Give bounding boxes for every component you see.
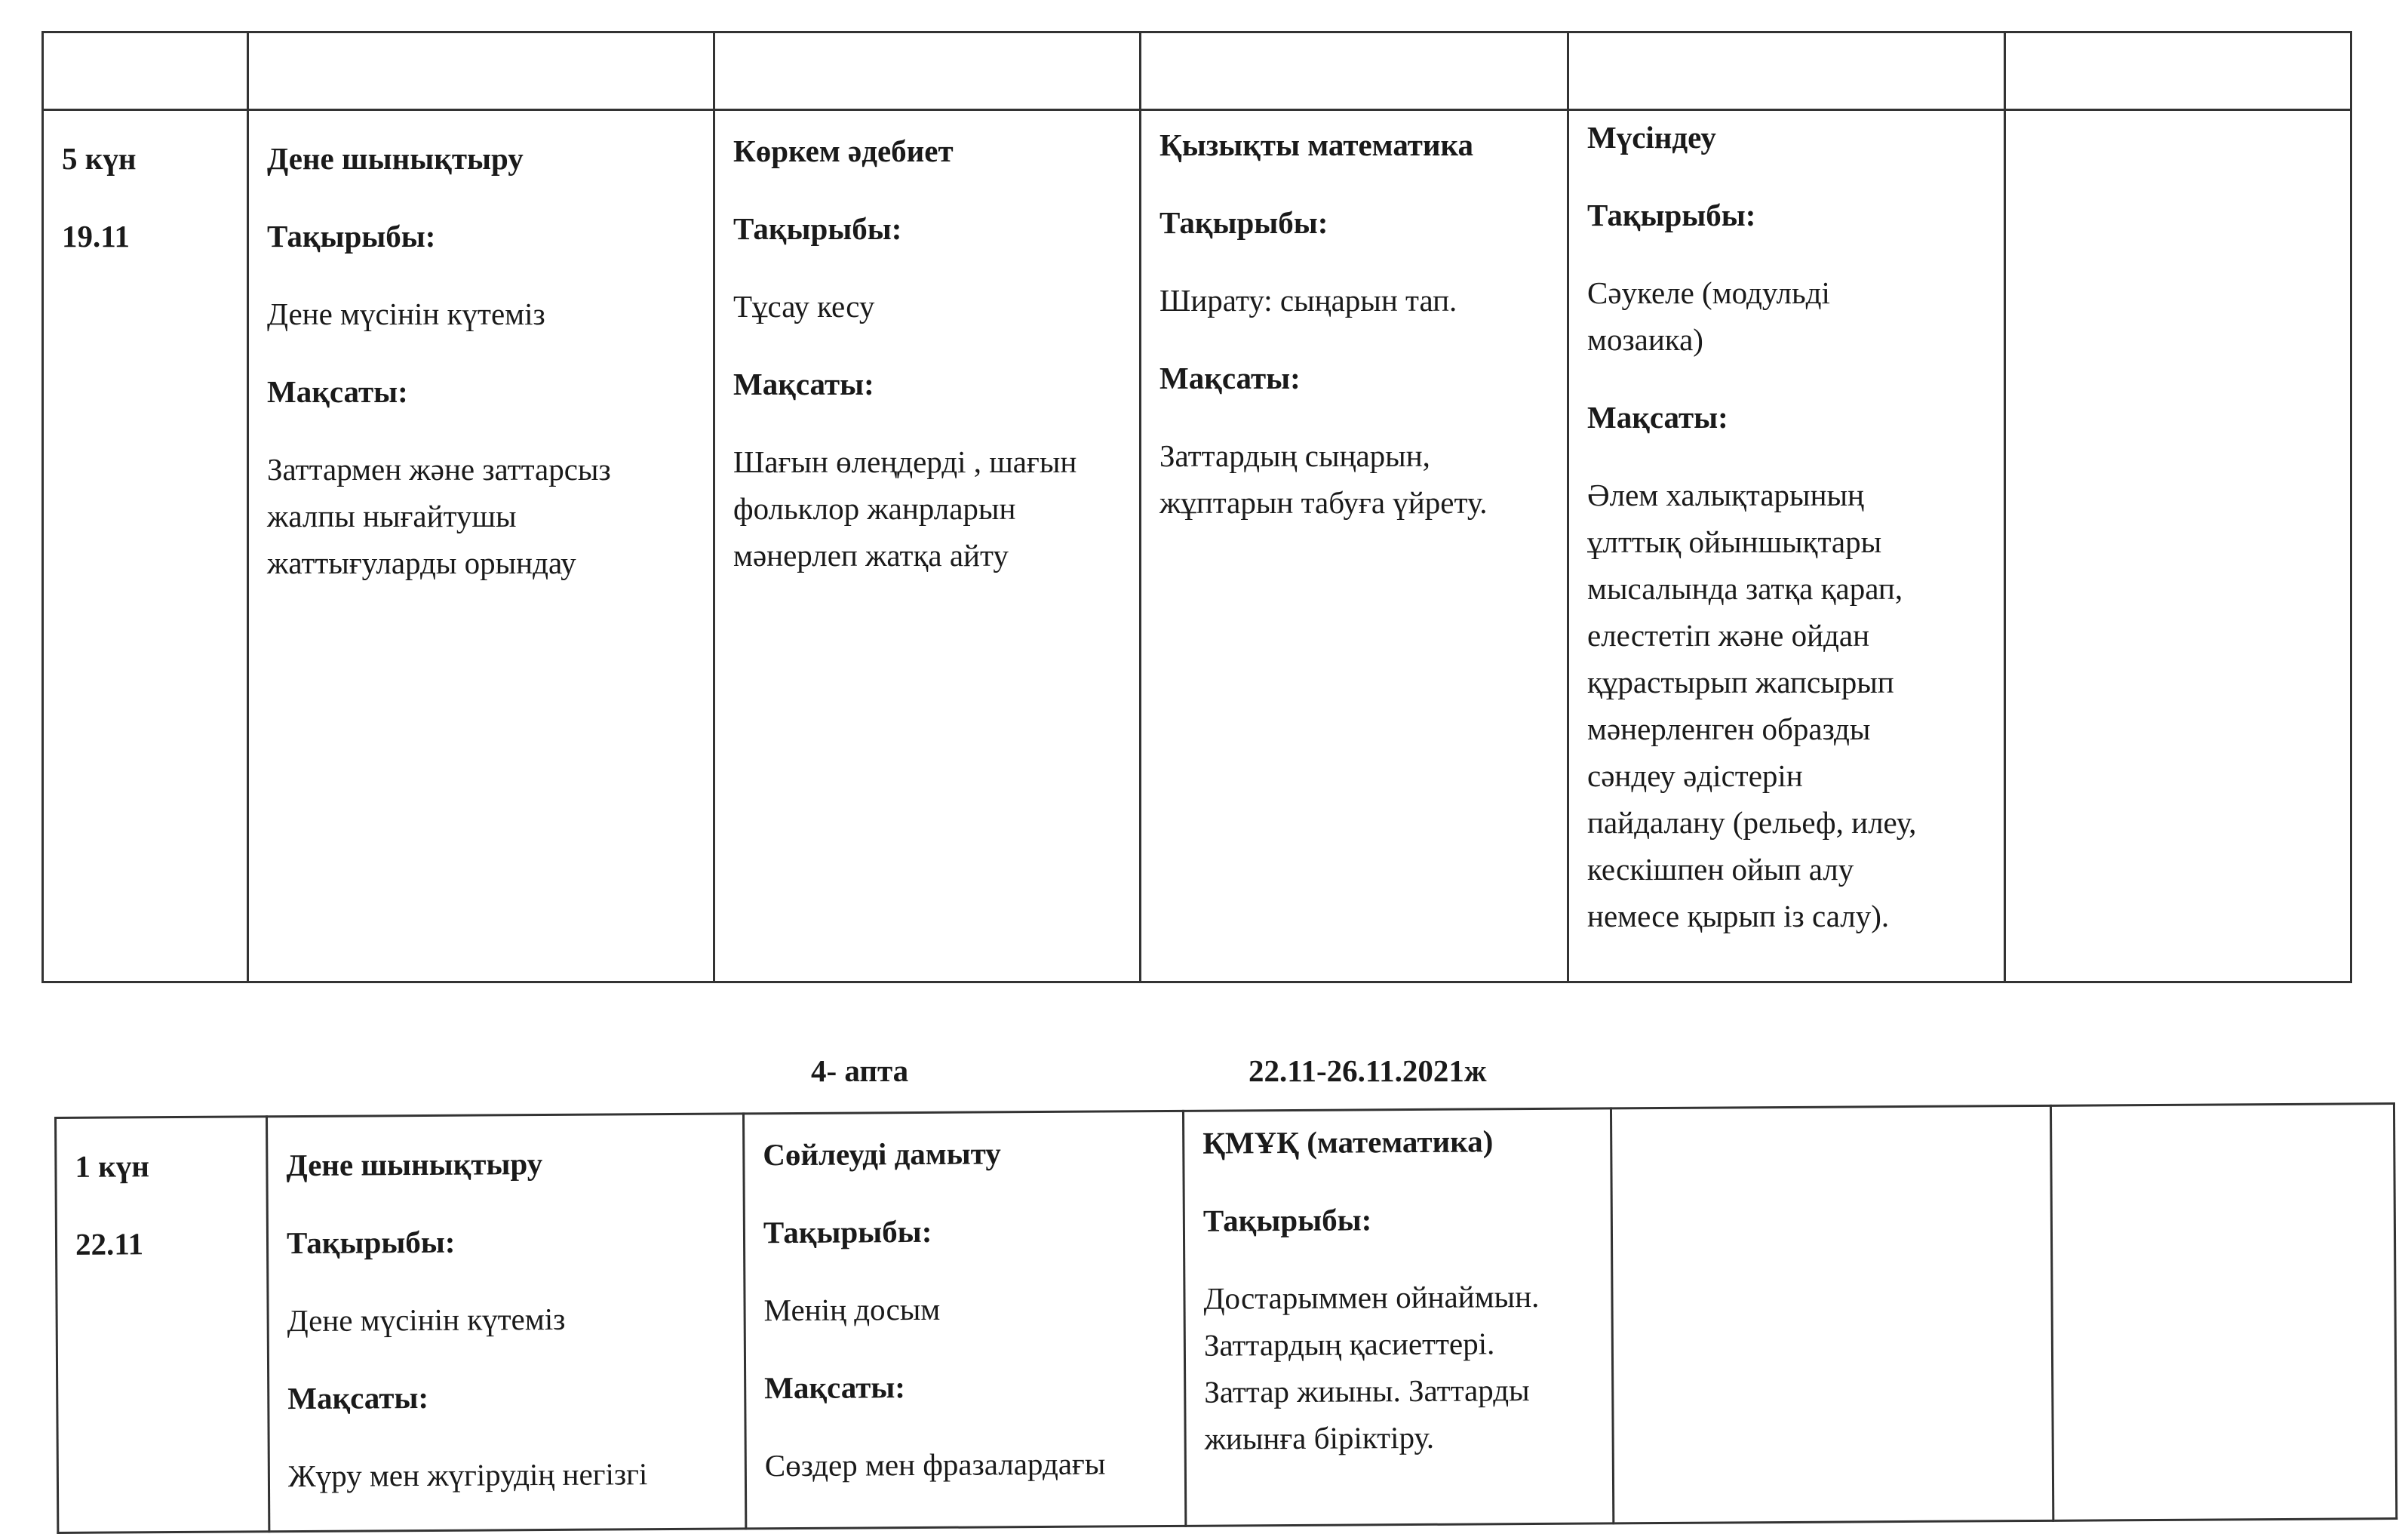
date-label: 19.11: [62, 219, 130, 254]
lesson-cell: Дене шынықтыру Тақырыбы: Дене мүсінін күте…: [247, 109, 715, 983]
lesson-cell: Мүсіндеу Тақырыбы: Сәукеле (модульді мозаик…: [1567, 109, 2006, 983]
topic-label: Тақырыбы:: [1587, 198, 1756, 232]
text-line: Заттар жиыны. Заттарды: [1204, 1373, 1530, 1409]
topic-label: Тақырыбы:: [267, 219, 436, 254]
topic-label: Тақырыбы:: [286, 1224, 456, 1261]
text-line: мозаика): [1587, 322, 1703, 357]
text-line: Дене мүсінін күтеміз: [267, 297, 545, 331]
topic-text: Тұсау кесу: [733, 283, 1139, 330]
subject-title: Көркем әдебиет: [733, 134, 954, 168]
lesson-cell: ҚМҰҚ (математика) Тақырыбы: Достарыммен ой…: [1183, 1108, 1614, 1526]
text-line: Достарыммен ойнаймын.: [1203, 1278, 1540, 1316]
text-line: Шағын өлеңдерді , шағын: [733, 444, 1077, 479]
text-line: Заттармен және заттарсыз: [267, 452, 611, 487]
goal-label: Мақсаты:: [267, 374, 408, 409]
goal-text: Шағын өлеңдерді , шағын фольклор жанрлары…: [733, 438, 1139, 579]
goal-label: Мақсаты:: [764, 1370, 906, 1406]
topic-text: Дене мүсінін күтеміз: [267, 291, 713, 337]
empty-cell: [1611, 1105, 2053, 1523]
text-line: мысалында затқа қарап,: [1587, 571, 1903, 606]
text-line: пайдалану (рельеф, илеу,: [1587, 805, 1917, 840]
topic-label: Тақырыбы:: [763, 1213, 932, 1250]
subject-title: Дене шынықтыру: [267, 141, 524, 176]
text-line: Тұсау кесу: [733, 289, 875, 324]
text-line: жұптарын табуға үйрету.: [1159, 485, 1488, 520]
header-row: [41, 31, 2352, 111]
subject-title: Сөйлеуді дамыту: [763, 1136, 1001, 1173]
topic-label: Тақырыбы:: [733, 211, 902, 246]
empty-cell: [2050, 1103, 2397, 1521]
text-line: құрастырып жапсырып: [1587, 665, 1894, 699]
lesson-cell: Сөйлеуді дамыту Тақырыбы: Менің досым Мақса…: [743, 1111, 1186, 1529]
goal-text: Сөздер мен фразалардағы: [765, 1440, 1184, 1489]
text-line: фольклор жанрларын: [733, 491, 1016, 526]
goal-text: Жүру мен жүгірудің негізгі: [288, 1449, 745, 1499]
day-label: 1 күн: [75, 1148, 150, 1184]
topic-label: Тақырыбы:: [1159, 205, 1328, 240]
text-line: ұлттық ойыншықтары: [1587, 524, 1882, 559]
text-line: Әлем халықтарының: [1587, 478, 1864, 512]
subject-title: ҚМҰҚ (математика): [1202, 1124, 1494, 1160]
date-label: 22.11: [75, 1226, 144, 1262]
topic-text: Сәукеле (модульді мозаика): [1587, 269, 2004, 363]
subject-title: Мүсіндеу: [1587, 120, 1716, 155]
day-cell: 1 күн 22.11: [55, 1116, 269, 1533]
topic-text: Ширату: сыңарын тап.: [1159, 277, 1567, 324]
goal-text: Заттармен және заттарсыз жалпы нығайтушы ж…: [267, 446, 713, 586]
goal-label: Мақсаты:: [1159, 361, 1301, 395]
schedule-table-day1: 1 күн 22.11 Дене шынықтыру Тақырыбы: Дене …: [54, 1102, 2397, 1534]
text-line: Дене мүсінін күтеміз: [287, 1301, 566, 1339]
text-line: сәндеу әдістерін: [1587, 758, 1803, 793]
text-line: Менің досым: [763, 1291, 941, 1328]
text-line: елестетіп және ойдан: [1587, 618, 1870, 653]
lesson-cell: Дене шынықтыру Тақырыбы: Дене мүсінін күте…: [266, 1113, 746, 1532]
text-line: жалпы нығайтушы: [267, 499, 517, 533]
text-line: жаттығуларды орындау: [267, 546, 576, 580]
subject-title: Дене шынықтыру: [286, 1146, 543, 1183]
topic-text: Достарыммен ойнаймын. Заттардың қасиеттер…: [1203, 1272, 1612, 1462]
text-line: жиынға біріктіру.: [1204, 1419, 1435, 1456]
text-line: Ширату: сыңарын тап.: [1159, 283, 1457, 318]
text-line: Сәукеле (модульді: [1587, 275, 1830, 310]
text-line: Заттардың қасиеттері.: [1203, 1326, 1495, 1363]
day-label: 5 күн: [62, 141, 137, 176]
week-label: 4- апта: [811, 1053, 909, 1088]
text-line: кескішпен ойып алу: [1587, 852, 1854, 887]
day-cell: 5 күн 19.11: [41, 109, 249, 983]
goal-text: Заттардың сыңарын, жұптарын табуға үйрету…: [1159, 432, 1567, 526]
schedule-table-day5: 5 күн 19.11 Дене шынықтыру Тақырыбы: Дене …: [41, 31, 2352, 983]
text-line: немесе қырып із салу).: [1587, 899, 1890, 933]
subject-title: Қызықты математика: [1159, 128, 1474, 162]
lesson-cell: Қызықты математика Тақырыбы: Ширату: сыңар…: [1139, 109, 1569, 983]
text-line: мәнерлеп жатқа айту: [733, 538, 1009, 573]
goal-label: Мақсаты:: [287, 1379, 429, 1416]
text-line: Жүру мен жүгірудің негізгі: [287, 1456, 648, 1494]
topic-text: Дене мүсінін күтеміз: [287, 1294, 743, 1344]
week-date-range: 22.11-26.11.2021ж: [1249, 1053, 1487, 1088]
lesson-cell: Көркем әдебиет Тақырыбы: Тұсау кесу Мақсаты…: [713, 109, 1141, 983]
goal-label: Мақсаты:: [733, 367, 874, 401]
empty-cell: [2004, 109, 2352, 983]
text-line: Заттардың сыңарын,: [1159, 438, 1430, 473]
goal-text: Әлем халықтарының ұлттық ойыншықтары мысал…: [1587, 472, 2004, 939]
table-row: 1 күн 22.11 Дене шынықтыру Тақырыбы: Дене …: [55, 1103, 2397, 1533]
text-line: Сөздер мен фразалардағы: [764, 1446, 1106, 1483]
topic-text: Менің досым: [763, 1284, 1183, 1333]
text-line: мәнерленген образды: [1587, 712, 1871, 746]
table-row: 5 күн 19.11 Дене шынықтыру Тақырыбы: Дене …: [41, 109, 2352, 983]
topic-label: Тақырыбы:: [1202, 1202, 1372, 1238]
goal-label: Мақсаты:: [1587, 400, 1728, 435]
